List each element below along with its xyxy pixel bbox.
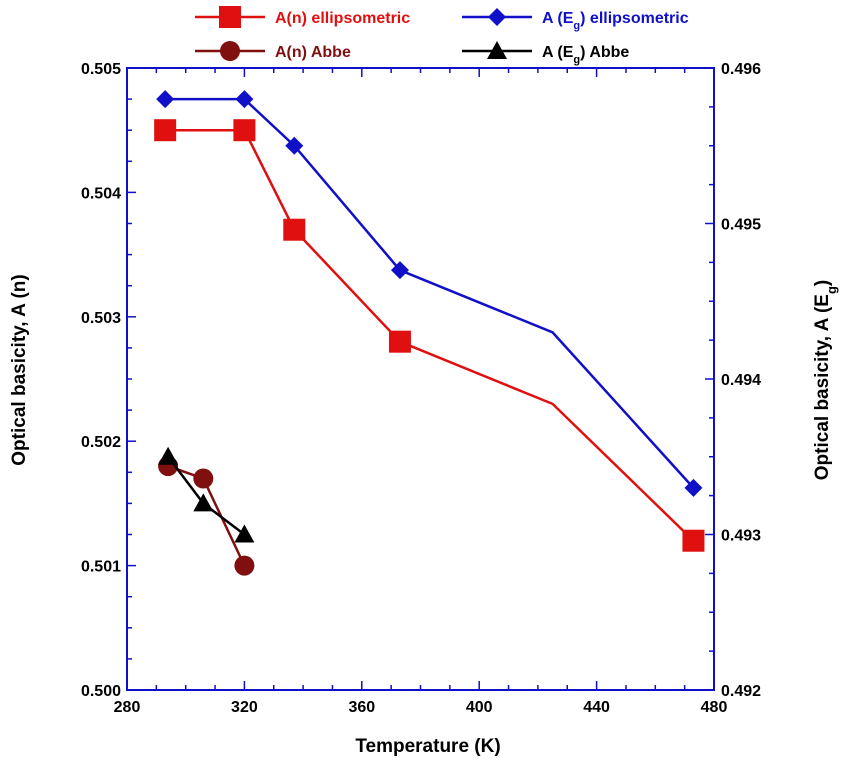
- legend-label-tail: ) ellipsometric: [580, 10, 689, 27]
- data-point: [193, 493, 214, 512]
- y-left-tick-label: 0.504: [81, 185, 121, 202]
- data-point: [193, 468, 214, 489]
- series-line: [165, 97, 695, 489]
- series-line: [165, 128, 695, 542]
- data-point: [684, 478, 703, 497]
- legend-entry: A (Eg) ellipsometric: [462, 8, 689, 32]
- y-axis-right-title: Optical basicity, A (Eg): [812, 280, 839, 480]
- y-axis-left: 0.500 0.501 0.502 0.503 0.504 0.505: [81, 61, 136, 700]
- legend-marker: [487, 41, 507, 59]
- y-left-tick-label: 0.500: [81, 683, 121, 700]
- y-axis-right-title-tail: ): [812, 280, 833, 286]
- x-axis-title: Temperature (K): [355, 736, 500, 757]
- y-axis-right-title-sub: g: [824, 286, 839, 294]
- data-point: [154, 119, 177, 142]
- y-left-tick-label: 0.501: [81, 559, 121, 576]
- legend-entry: A (Eg) Abbe: [462, 41, 629, 66]
- data-point: [285, 136, 304, 155]
- y-left-tick-label: 0.502: [81, 434, 121, 451]
- data-point: [158, 446, 179, 465]
- y-axis-right: 0.492 0.493 0.494 0.495 0.496: [705, 61, 761, 700]
- legend-marker: [219, 6, 241, 28]
- legend-label: A(n) Abbe: [275, 44, 351, 61]
- legend-entry: A(n) Abbe: [195, 41, 351, 61]
- x-tick-label: 400: [466, 699, 493, 716]
- legend-entry: A(n) ellipsometric: [195, 6, 410, 28]
- y-right-tick-label: 0.492: [721, 683, 761, 700]
- series-1: [156, 90, 703, 497]
- series-line: [167, 455, 246, 536]
- data-point: [234, 524, 255, 543]
- data-point: [234, 555, 255, 576]
- series-0: [154, 119, 705, 552]
- y-left-tick-label: 0.503: [81, 310, 121, 327]
- x-tick-label: 320: [231, 699, 258, 716]
- plot-frame: [126, 67, 715, 691]
- y-right-tick-label: 0.493: [721, 528, 761, 545]
- y-axis-left-title: Optical basicity, A (n): [9, 274, 30, 465]
- legend-label-main: A(n) ellipsometric: [275, 10, 410, 27]
- series-layer: [154, 90, 705, 576]
- data-point: [156, 90, 175, 109]
- y-right-tick-label: 0.495: [721, 217, 761, 234]
- y-axis-right-title-main: Optical basicity, A (E: [812, 294, 833, 480]
- plot-area: [126, 67, 715, 691]
- x-tick-label: 440: [583, 699, 610, 716]
- y-right-tick-label: 0.496: [721, 61, 761, 78]
- data-point: [682, 529, 705, 552]
- legend-label-main: A(n) Abbe: [275, 44, 351, 61]
- data-point: [390, 261, 409, 280]
- legend-label-main: A (E: [542, 10, 574, 27]
- legend-marker: [488, 8, 506, 26]
- data-point: [233, 119, 256, 142]
- x-tick-label: 360: [348, 699, 375, 716]
- legend: A(n) ellipsometric A (Eg) ellipsometricA(…: [195, 6, 689, 66]
- legend-label: A (Eg) Abbe: [542, 44, 629, 66]
- series-2: [158, 456, 255, 576]
- legend-label-sub: g: [573, 54, 580, 66]
- y-right-tick-label: 0.494: [721, 372, 761, 389]
- x-axis: 280 320 360 400 440 480: [114, 68, 728, 716]
- x-tick-label: 280: [114, 699, 141, 716]
- legend-label-sub: g: [573, 20, 580, 32]
- legend-label: A (Eg) ellipsometric: [542, 10, 689, 32]
- data-point: [283, 218, 306, 241]
- x-tick-label: 480: [701, 699, 728, 716]
- data-point: [235, 90, 254, 109]
- legend-label: A(n) ellipsometric: [275, 10, 410, 27]
- legend-label-main: A (E: [542, 44, 574, 61]
- series-3: [158, 446, 255, 543]
- legend-marker: [220, 41, 240, 61]
- data-point: [388, 330, 411, 353]
- legend-label-tail: ) Abbe: [580, 44, 629, 61]
- y-left-tick-label: 0.505: [81, 61, 121, 78]
